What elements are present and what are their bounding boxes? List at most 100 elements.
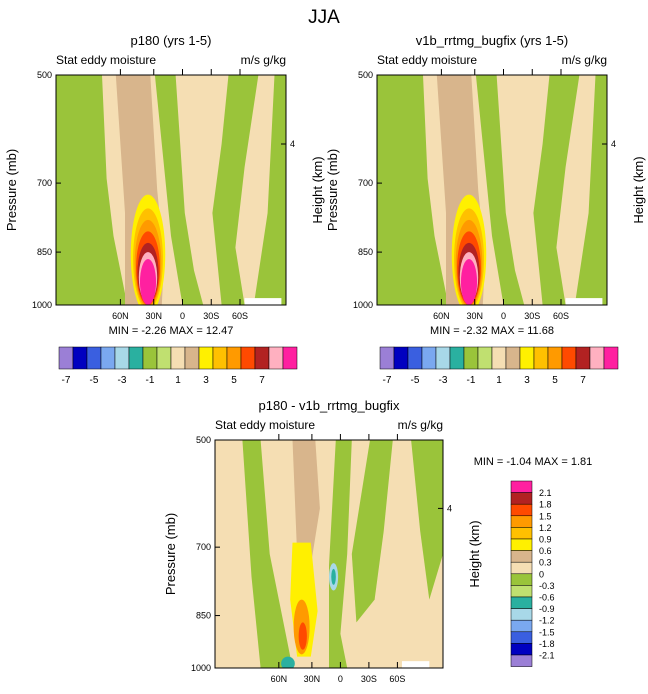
contour-field [377,75,607,305]
contour-green-west [242,440,293,668]
contour-magenta [139,259,157,305]
colorbar-swatch [505,346,521,370]
y-axis-title: Pressure (mb) [163,513,178,595]
colorbar-swatch [449,346,465,370]
contour-green-east [574,75,607,305]
colorbar-swatch [463,346,479,370]
colorbar-label: 7 [259,375,265,386]
y-axis-title-right: Height (km) [310,156,325,223]
x-tick-label: 60S [232,311,248,321]
colorbar-swatch [589,346,605,370]
height-tick-label: 4 [290,139,295,149]
min-max-stats: MIN = -1.04 MAX = 1.81 [474,456,593,468]
colorbar-label: 1.2 [539,523,552,533]
colorbar-swatch [510,608,533,621]
units-label: m/s g/kg [241,53,286,67]
colorbar-swatch [510,585,533,598]
contour-magenta [460,259,478,305]
plot-frame [55,74,287,306]
colorbar-label: -5 [90,375,99,386]
colorbar-label: 2.1 [539,488,552,498]
colorbar-swatch [379,346,395,370]
y-axis-title: Pressure (mb) [325,149,340,231]
panel-3: p180 - v1b_rrtmg_bugfix Stat eddy moistur… [163,398,592,684]
colorbar-label: -1.8 [539,639,555,649]
colorbar-label: 5 [231,375,237,386]
contour-green-south [533,75,580,305]
colorbar-swatch [184,346,200,370]
colorbar-swatch [212,346,228,370]
panel-title: p180 - v1b_rrtmg_bugfix [259,398,400,413]
colorbar-label: -1.5 [539,627,555,637]
colorbar-swatch [510,654,533,667]
colorbar-label: 0.9 [539,535,552,545]
y-tick-label: 500 [196,435,211,445]
colorbar-label: -3 [439,375,448,386]
colorbar-swatch [100,346,116,370]
x-tick-label: 0 [180,311,185,321]
colorbar-swatch [510,573,533,586]
min-max-stats: MIN = -2.26 MAX = 12.47 [109,325,234,337]
min-max-stats: MIN = -2.32 MAX = 11.68 [430,325,554,337]
colorbar-swatch [58,346,74,370]
colorbar-vertical-group: 2.11.81.51.20.90.60.30-0.3-0.6-0.9-1.2-1… [510,480,555,667]
x-tick-label: 30S [361,674,377,684]
colorbar-swatch [421,346,437,370]
y-axis-title: Pressure (mb) [4,149,19,231]
colorbar-label: 1.8 [539,500,552,510]
colorbar-swatch [575,346,591,370]
colorbar-label: -2.1 [539,651,555,661]
y-tick-label: 850 [358,247,373,257]
colorbar-swatch [156,346,172,370]
colorbar-swatch [510,515,533,528]
colorbar-swatch [533,346,549,370]
colorbar-swatch [561,346,577,370]
colorbar-label: 1 [175,375,181,386]
colorbar-label: -5 [411,375,420,386]
colorbar-swatch [519,346,535,370]
y-tick-label: 500 [358,70,373,80]
colorbar-label: -1.2 [539,616,555,626]
x-tick-label: 60S [553,311,569,321]
colorbar-swatch [510,527,533,540]
colorbar-swatch [393,346,409,370]
contour-green-east [253,75,286,305]
contour-green-center [154,75,204,305]
x-tick-label: 30S [203,311,219,321]
y-tick-label: 850 [196,611,211,621]
colorbar-swatch [142,346,158,370]
colorbar-swatch [268,346,284,370]
x-tick-label: 0 [338,674,343,684]
colorbar-swatch [477,346,493,370]
contour-green-center [329,440,352,668]
x-tick-label: 60N [271,674,288,684]
contour-green-center [475,75,525,305]
colorbar-swatch [254,346,270,370]
field-label: Stat eddy moisture [56,53,156,67]
x-tick-label: 60S [389,674,405,684]
panel-2: v1b_rrtmg_bugfix (yrs 1-5) Stat eddy mois… [325,33,646,337]
y-tick-label: 1000 [32,300,52,310]
plot-frame [214,439,444,669]
colorbar-swatch [435,346,451,370]
colorbar-label: -1 [146,375,155,386]
height-tick-label: 4 [447,503,452,513]
colorbar-swatch [510,503,533,517]
panel-title: p180 (yrs 1-5) [131,33,212,48]
colorbar-label: -0.6 [539,593,555,603]
y-axis-title-right: Height (km) [467,520,482,587]
y-tick-label: 500 [37,70,52,80]
y-tick-label: 1000 [191,663,211,673]
colorbar-swatch [510,561,533,575]
colorbar-swatch [510,550,533,563]
contour-field [215,440,443,668]
contour-green-west [377,75,446,305]
colorbar-label: 3 [524,375,530,386]
units-label: m/s g/kg [562,53,607,67]
colorbar-swatch [547,346,563,370]
suptitle: JJA [308,7,340,28]
colorbar-swatch [282,346,298,370]
x-tick-label: 60N [112,311,129,321]
missing-data [244,298,282,305]
colorbar-label: -0.9 [539,604,555,614]
